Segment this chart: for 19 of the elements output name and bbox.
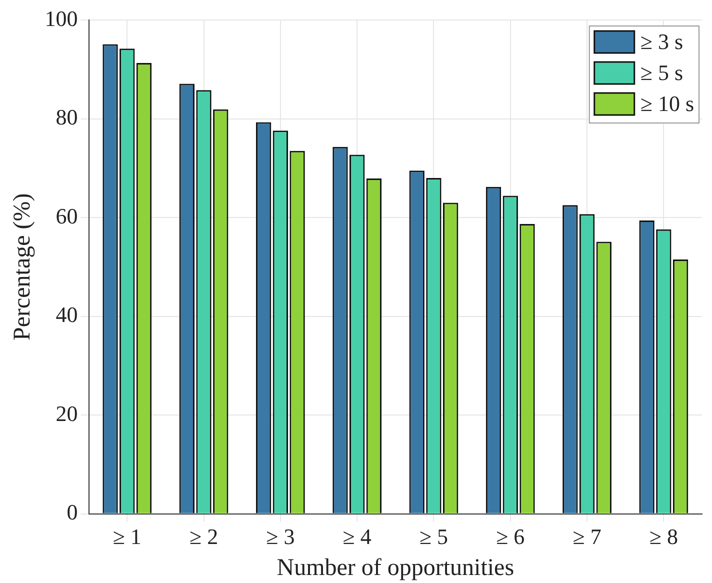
x-tick-label: ≥ 5: [419, 524, 448, 549]
y-tick-label: 60: [56, 203, 78, 228]
x-tick-label: ≥ 6: [496, 524, 525, 549]
y-tick-label: 80: [56, 104, 78, 130]
legend-label: ≥ 3 s: [640, 28, 684, 54]
legend-label: ≥ 10 s: [640, 90, 694, 116]
y-tick-label: 0: [66, 500, 78, 525]
x-tick-label: ≥ 2: [189, 524, 218, 549]
y-tick-label: 20: [56, 400, 78, 426]
x-tick-label: ≥ 1: [112, 524, 142, 549]
y-axis-title: Percentage (%): [10, 193, 36, 341]
y-tick-label: 40: [56, 302, 78, 328]
x-axis-title: Number of opportunities: [276, 554, 514, 581]
legend-label: ≥ 5 s: [640, 60, 684, 85]
x-tick-label: ≥ 7: [572, 524, 602, 549]
x-tick-label: ≥ 3: [266, 524, 295, 549]
x-tick-label: ≥ 4: [342, 524, 372, 549]
y-tick-label: 100: [44, 6, 78, 31]
x-tick-label: ≥ 8: [649, 524, 678, 549]
